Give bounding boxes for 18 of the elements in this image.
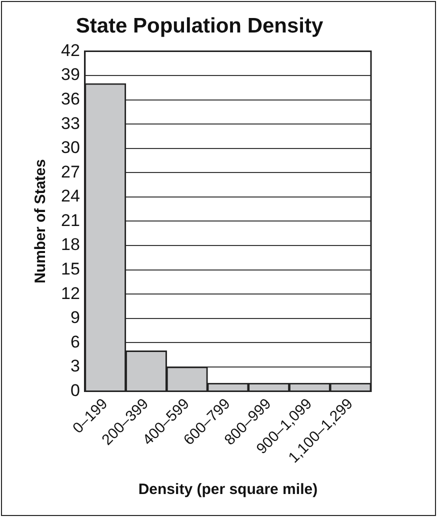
y-tick-label: 39 bbox=[60, 65, 80, 84]
y-tick-label: 27 bbox=[60, 162, 80, 182]
y-tick-label: 3 bbox=[70, 356, 80, 376]
y-tick-label: 6 bbox=[70, 332, 80, 352]
chart-title: State Population Density bbox=[76, 14, 324, 38]
y-tick-label: 0 bbox=[70, 380, 80, 400]
y-tick-label: 21 bbox=[60, 210, 80, 230]
y-tick-label: 18 bbox=[60, 235, 80, 254]
y-tick-label: 12 bbox=[60, 284, 80, 303]
y-tick-label: 42 bbox=[60, 40, 80, 60]
y-tick-label: 15 bbox=[60, 260, 80, 279]
y-tick-label: 36 bbox=[60, 89, 80, 108]
y-tick-label: 9 bbox=[70, 308, 80, 328]
y-tick-label: 24 bbox=[60, 186, 80, 206]
y-tick-label: 33 bbox=[60, 114, 80, 133]
y-tick-label: 30 bbox=[60, 138, 80, 158]
x-axis-title: Density (per square mile) bbox=[138, 481, 318, 498]
y-axis-title: Number of States bbox=[32, 159, 50, 284]
